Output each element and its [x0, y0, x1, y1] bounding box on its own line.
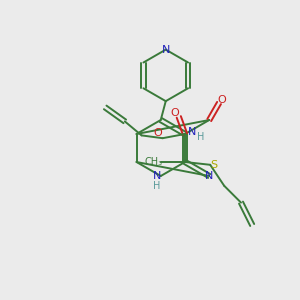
Text: S: S — [211, 160, 218, 170]
Text: O: O — [153, 128, 162, 138]
Text: O: O — [218, 95, 226, 105]
Text: O: O — [170, 108, 179, 118]
Text: CH₃: CH₃ — [144, 157, 162, 167]
Text: H: H — [153, 181, 160, 191]
Text: H: H — [197, 132, 205, 142]
Text: N: N — [205, 171, 213, 181]
Text: N: N — [188, 127, 196, 137]
Text: N: N — [153, 171, 161, 181]
Text: N: N — [162, 45, 170, 55]
